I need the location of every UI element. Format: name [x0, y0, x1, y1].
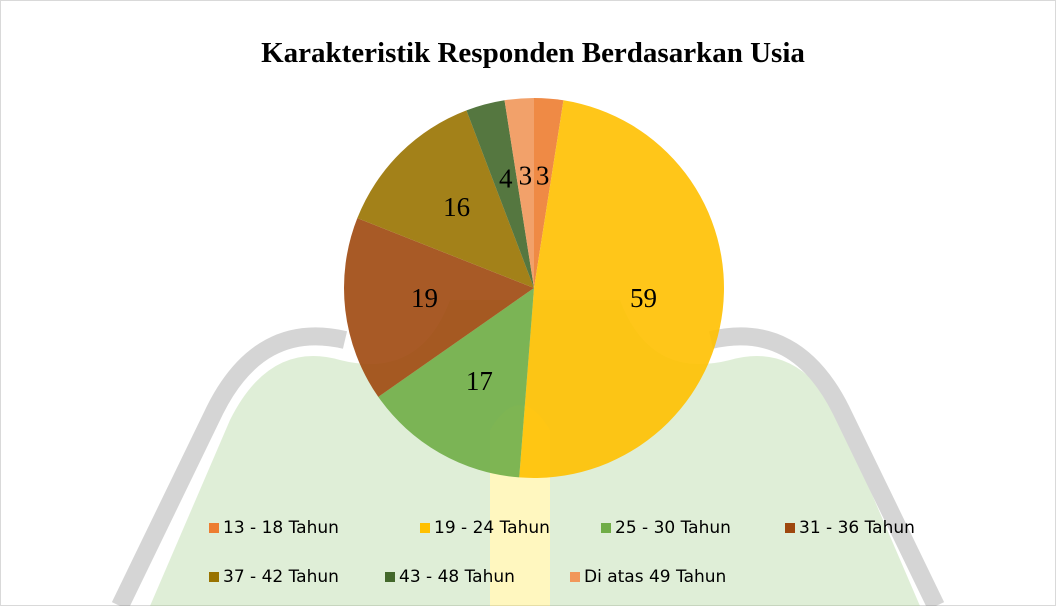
legend-label: 31 - 36 Tahun	[799, 518, 915, 538]
legend-swatch	[570, 572, 580, 582]
data-label: 4	[499, 164, 513, 194]
legend-swatch	[785, 523, 795, 533]
legend-label: 19 - 24 Tahun	[434, 518, 550, 538]
legend-swatch	[385, 572, 395, 582]
legend-label: 13 - 18 Tahun	[223, 518, 339, 538]
pie-slice	[466, 100, 534, 289]
legend-label: 43 - 48 Tahun	[399, 567, 515, 587]
legend-label: Di atas 49 Tahun	[584, 567, 726, 587]
data-label: 19	[411, 283, 438, 313]
data-label: 3	[536, 160, 550, 190]
pie-slice	[519, 100, 725, 479]
pie-slice	[344, 218, 534, 397]
legend-swatch	[209, 572, 219, 582]
legend-swatch	[209, 523, 219, 533]
legend-label: 25 - 30 Tahun	[615, 518, 731, 538]
pie-slice	[534, 98, 564, 288]
data-label: 3	[519, 160, 533, 190]
data-label: 17	[466, 366, 493, 396]
chart-title: Karakteristik Responden Berdasarkan Usia	[261, 37, 805, 69]
data-label: 59	[630, 283, 657, 313]
pie-slice	[378, 288, 534, 478]
pie-slice	[504, 98, 534, 288]
legend-swatch	[601, 523, 611, 533]
pie-slice	[357, 110, 534, 289]
legend-swatch	[420, 523, 430, 533]
data-label: 16	[443, 192, 470, 222]
legend-label: 37 - 42 Tahun	[223, 567, 339, 587]
